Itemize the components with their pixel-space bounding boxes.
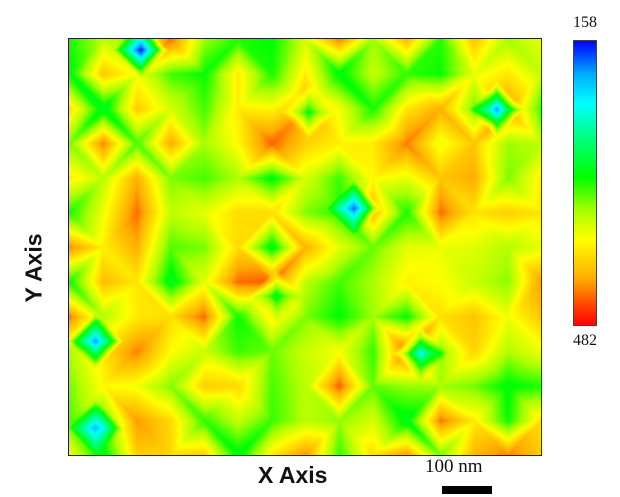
colorbar-max-label: 158 — [573, 14, 597, 31]
colorbar — [573, 40, 597, 326]
heatmap-plot-area — [68, 38, 542, 456]
y-axis-label: Y Axis — [20, 233, 47, 303]
scale-bar — [442, 486, 492, 494]
scale-bar-label: 100 nm — [425, 456, 483, 477]
heatmap-canvas — [69, 39, 541, 455]
colorbar-min-label: 482 — [573, 332, 597, 349]
x-axis-label: X Axis — [258, 462, 328, 488]
